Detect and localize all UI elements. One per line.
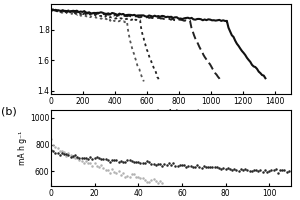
X-axis label: 比容量(mA h g⁻¹): 比容量(mA h g⁻¹) — [141, 109, 201, 118]
Text: (b): (b) — [2, 106, 17, 116]
Y-axis label: mA h g⁻¹: mA h g⁻¹ — [19, 131, 28, 165]
